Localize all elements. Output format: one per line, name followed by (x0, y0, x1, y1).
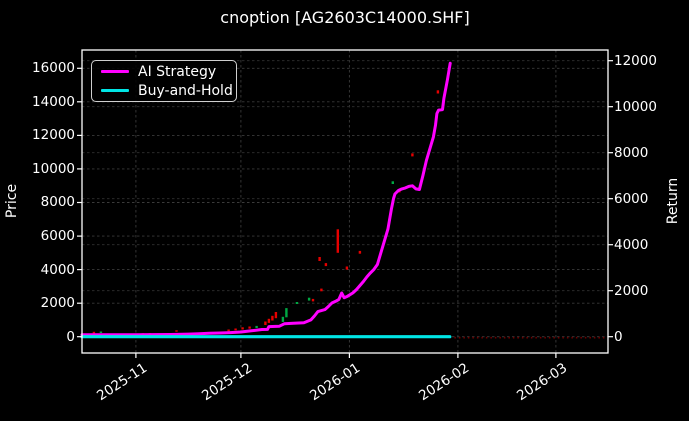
chart-title: cnoption [AG2603C14000.SHF] (220, 8, 470, 27)
grid-vertical (135, 50, 557, 353)
price-tick-label: 2000 (40, 295, 75, 311)
return-axis-label: Return (665, 177, 681, 225)
grid-horizontal (82, 60, 608, 338)
legend-item-ai-strategy: AI Strategy (92, 64, 236, 80)
price-tick-label: 14000 (32, 94, 75, 110)
legend-label-buy-and-hold: Buy-and-Hold (138, 82, 233, 99)
return-tick-label: 6000 (614, 191, 649, 207)
return-tick-label: 12000 (614, 53, 657, 69)
price-tick-label: 0 (66, 329, 75, 345)
price-tick-label: 6000 (40, 228, 75, 244)
buy-and-hold-line-swatch (101, 89, 129, 92)
price-candles (92, 90, 440, 335)
series-line-ai-strategy (80, 61, 452, 337)
plot-border (81, 49, 609, 354)
price-tick-label: 10000 (32, 161, 75, 177)
legend-item-buy-and-hold: Buy-and-Hold (92, 83, 236, 99)
price-tick-label: 4000 (40, 262, 75, 278)
return-tick-label: 0 (614, 329, 623, 345)
legend: AI Strategy Buy-and-Hold (91, 60, 237, 102)
return-tick-label: 8000 (614, 145, 649, 161)
legend-label-ai-strategy: AI Strategy (138, 63, 217, 80)
price-tick-label: 16000 (32, 60, 75, 76)
ai-strategy-line-swatch (101, 70, 129, 73)
return-tick-label: 4000 (614, 237, 649, 253)
return-tick-label: 10000 (614, 99, 657, 115)
return-tick-label: 2000 (614, 283, 649, 299)
price-tick-label: 12000 (32, 127, 75, 143)
price-tick-label: 8000 (40, 194, 75, 210)
tick-marks (77, 60, 613, 358)
